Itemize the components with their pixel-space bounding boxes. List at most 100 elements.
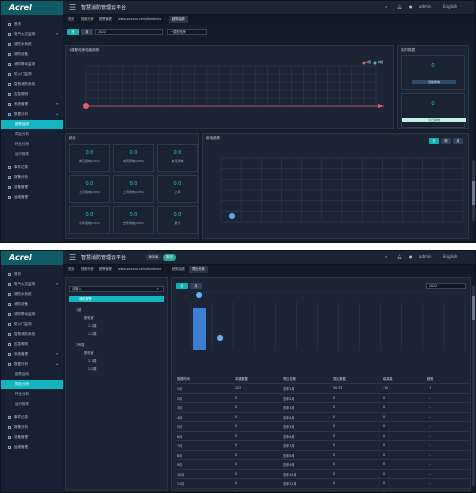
sidebar-item-electric-fire[interactable]: 电气火灾监测 ▾ [1, 30, 63, 39]
table-cell: 0 [333, 490, 336, 493]
date-picker[interactable]: 2022 [95, 29, 163, 35]
menu-toggle-icon[interactable]: ☰ [69, 253, 77, 262]
sidebar-item-system[interactable]: 系统管理 ▾ [1, 100, 63, 109]
sidebar-item-report[interactable]: 运行报表 [1, 400, 63, 409]
date-picker[interactable]: 2022 [426, 283, 466, 289]
range-month-button[interactable]: 月 [453, 138, 463, 144]
tab-video[interactable]: 视频分析 [81, 17, 94, 21]
tab-trend[interactable]: 趋势曲线 [172, 267, 185, 271]
device-icon [8, 435, 11, 439]
sidebar-item-equipment[interactable]: 消防设备 [1, 50, 63, 59]
user-icon[interactable]: ● [409, 4, 413, 9]
sidebar-item-devices[interactable]: 设备管理 [1, 433, 63, 442]
range-day-button[interactable]: 日 [429, 138, 439, 144]
sidebar-label: 运行报表 [15, 152, 29, 156]
search-icon[interactable]: ⌕ [385, 4, 388, 9]
bell-icon[interactable]: 🔔︎ [397, 254, 403, 259]
sidebar-item-devices[interactable]: 设备管理 [1, 183, 63, 192]
sidebar-item-report[interactable]: 运行报表 [1, 150, 63, 159]
device-select[interactable]: 一楼配电房 [167, 29, 207, 35]
search-icon[interactable]: ⌕ [156, 286, 159, 291]
table-cell: 0 [333, 395, 336, 400]
stat-value: 0.0 [85, 150, 94, 156]
table-cell: 0 [333, 471, 336, 476]
sidebar-item-mom[interactable]: 环比分析 [1, 140, 63, 149]
sidebar-item-trend[interactable]: 趋势曲线 [1, 120, 63, 129]
service-badge[interactable]: 服务 [163, 254, 176, 261]
sidebar-item-mom[interactable]: 环比分析 [1, 390, 63, 399]
tab-alarm[interactable]: 报警管理 [99, 267, 112, 271]
day-button[interactable]: 日 [67, 29, 79, 35]
tree-node[interactable]: 配电室 [84, 316, 94, 320]
list-icon [8, 165, 11, 169]
tree-node[interactable]: 2-1楼 [88, 359, 97, 363]
tree-node[interactable]: 配电室 [84, 351, 94, 355]
sidebar-item-smart-fire[interactable]: 智慧消防系统 [1, 80, 63, 89]
water-icon [8, 292, 11, 296]
range-week-button[interactable]: 周 [441, 138, 451, 144]
tree-node[interactable]: 2-2楼 [88, 367, 97, 371]
tree-node[interactable]: 1-1楼 [88, 324, 97, 328]
sidebar-item-water[interactable]: 消防水系统 [1, 290, 63, 299]
sidebar-label: 设备管理 [14, 435, 28, 439]
tab-trend[interactable]: 趋势曲线 [169, 16, 188, 23]
stat-label: 累计 [174, 221, 181, 225]
tree-search-input[interactable]: 请输入 [69, 286, 164, 292]
sidebar-item-trend[interactable]: 趋势曲线 [1, 370, 63, 379]
month-button[interactable]: 月 [81, 29, 93, 35]
sidebar-item-linkage[interactable]: 消防联动监测 [1, 310, 63, 319]
sidebar-item-yoy[interactable]: 同比分析 [1, 380, 63, 389]
tree-node-root[interactable]: 消防报警 [69, 296, 164, 302]
language-switch[interactable]: English [443, 254, 458, 259]
tab-alarm[interactable]: 报警管理 [99, 17, 112, 21]
sidebar-item-equipment[interactable]: 消防设备 [1, 300, 63, 309]
sidebar-item-fire-door[interactable]: 防火门监测 [1, 70, 63, 79]
sidebar-item-system[interactable]: 系统管理 ▾ [1, 350, 63, 359]
sidebar-item-yoy[interactable]: 同比分析 [1, 130, 63, 139]
tab-url[interactable]: www.xxxxxx.com/thedemo [118, 267, 162, 271]
tree-node[interactable]: 1楼 [76, 308, 82, 312]
sidebar-item-events[interactable]: 事件记录 [1, 163, 63, 172]
menu-toggle-icon[interactable]: ☰ [69, 3, 77, 12]
sidebar-item-fire-door[interactable]: 防火门监测 [1, 320, 63, 329]
username[interactable]: admin [419, 254, 432, 259]
tab-home[interactable]: 首页 [68, 17, 75, 21]
sidebar-item-analysis[interactable]: 数据分析 ▴ [1, 110, 63, 119]
scrollbar-thumb[interactable] [472, 296, 475, 320]
table-cell: 9月 [177, 463, 183, 467]
sidebar-item-water[interactable]: 消防水系统 [1, 40, 63, 49]
sidebar-item-lighting[interactable]: 应急照明 [1, 90, 63, 99]
sidebar-item-ops[interactable]: 运维管理 [1, 443, 63, 452]
tab-url[interactable]: www.xxxxxx.com/thedemo [118, 17, 162, 21]
chevron-up-icon: ▴ [56, 112, 58, 116]
month-button[interactable]: 月 [190, 283, 202, 289]
tab-yoy[interactable]: 同比分析 [189, 266, 208, 273]
search-icon[interactable]: ⌕ [385, 254, 388, 259]
sidebar-item-ops[interactable]: 运维管理 [1, 193, 63, 202]
tab-video[interactable]: 视频分析 [81, 267, 94, 271]
bell-icon[interactable]: 🔔︎ [397, 4, 403, 9]
sidebar-item-events[interactable]: 事件记录 [1, 413, 63, 422]
scrollbar[interactable] [472, 286, 475, 486]
language-switch[interactable]: English [443, 4, 458, 9]
sidebar-label: 智慧消防系统 [14, 82, 35, 86]
username[interactable]: admin [419, 4, 432, 9]
scrollbar-thumb[interactable] [472, 181, 475, 205]
user-icon[interactable]: ● [409, 254, 413, 259]
sidebar-item-lighting[interactable]: 应急照明 [1, 340, 63, 349]
scrollbar[interactable] [472, 161, 475, 221]
tree-node[interactable]: 2号楼 [76, 343, 85, 347]
home-icon [8, 272, 11, 276]
sidebar-item-alarm[interactable]: 报警分析 [1, 173, 63, 182]
realtime-title: 实时数据 [401, 48, 415, 52]
sidebar-item-linkage[interactable]: 消防联动监测 [1, 60, 63, 69]
sidebar-item-home[interactable]: 首页 [1, 20, 63, 29]
day-button[interactable]: 日 [176, 283, 188, 289]
sidebar-item-smart-fire[interactable]: 智慧消防系统 [1, 330, 63, 339]
tab-home[interactable]: 首页 [68, 267, 75, 271]
sidebar-item-electric-fire[interactable]: 电气火灾监测 ▾ [1, 280, 63, 289]
sidebar-item-alarm[interactable]: 报警分析 [1, 423, 63, 432]
tree-node[interactable]: 1-2楼 [88, 332, 97, 336]
sidebar-item-analysis[interactable]: 数据分析 ▴ [1, 360, 63, 369]
sidebar-item-home[interactable]: 首页 [1, 270, 63, 279]
